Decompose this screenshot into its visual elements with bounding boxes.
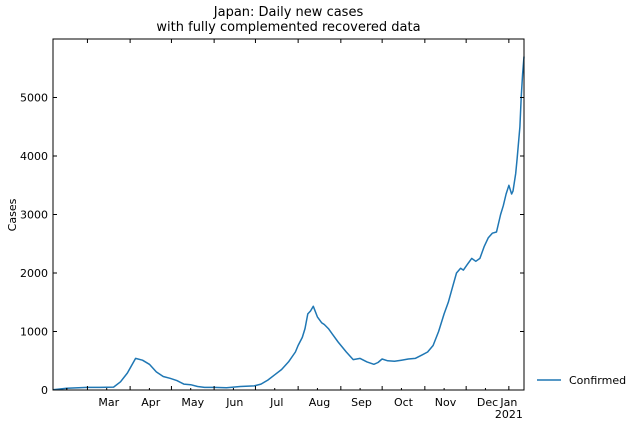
y-tick-label: 5000 (20, 92, 48, 105)
y-axis-label: Cases (6, 198, 19, 231)
series-layer (52, 56, 525, 391)
x-tick-label: Mar (98, 396, 119, 409)
x-tick-label: Apr (141, 396, 161, 409)
x-tick-label: Oct (394, 396, 414, 409)
y-tick-label: 3000 (20, 209, 48, 222)
x-tick-label: Nov (435, 396, 457, 409)
y-tick-label: 1000 (20, 326, 48, 339)
series-line-confirmed (52, 56, 525, 391)
x-tick-label: Jun (225, 396, 243, 409)
x-tick-label: May (181, 396, 204, 409)
x-tick-label: Dec (477, 396, 498, 409)
y-tick-label: 2000 (20, 267, 48, 280)
legend-label: Confirmed (569, 374, 626, 387)
x-tick-label: 2021 (495, 408, 523, 421)
chart-title-line-2: with fully complemented recovered data (156, 20, 421, 35)
chart-title-line-1: Japan: Daily new cases (213, 5, 364, 20)
x-tick-label: Jan (499, 396, 517, 409)
y-axis: 0 1000 2000 3000 4000 5000 (20, 92, 524, 397)
x-tick-label: Sep (351, 396, 372, 409)
x-tick-label: Jul (269, 396, 283, 409)
x-tick-label: Aug (309, 396, 330, 409)
plot-frame (52, 38, 525, 391)
legend: Confirmed (537, 374, 626, 387)
y-tick-label: 4000 (20, 150, 48, 163)
y-tick-label: 0 (41, 384, 48, 397)
